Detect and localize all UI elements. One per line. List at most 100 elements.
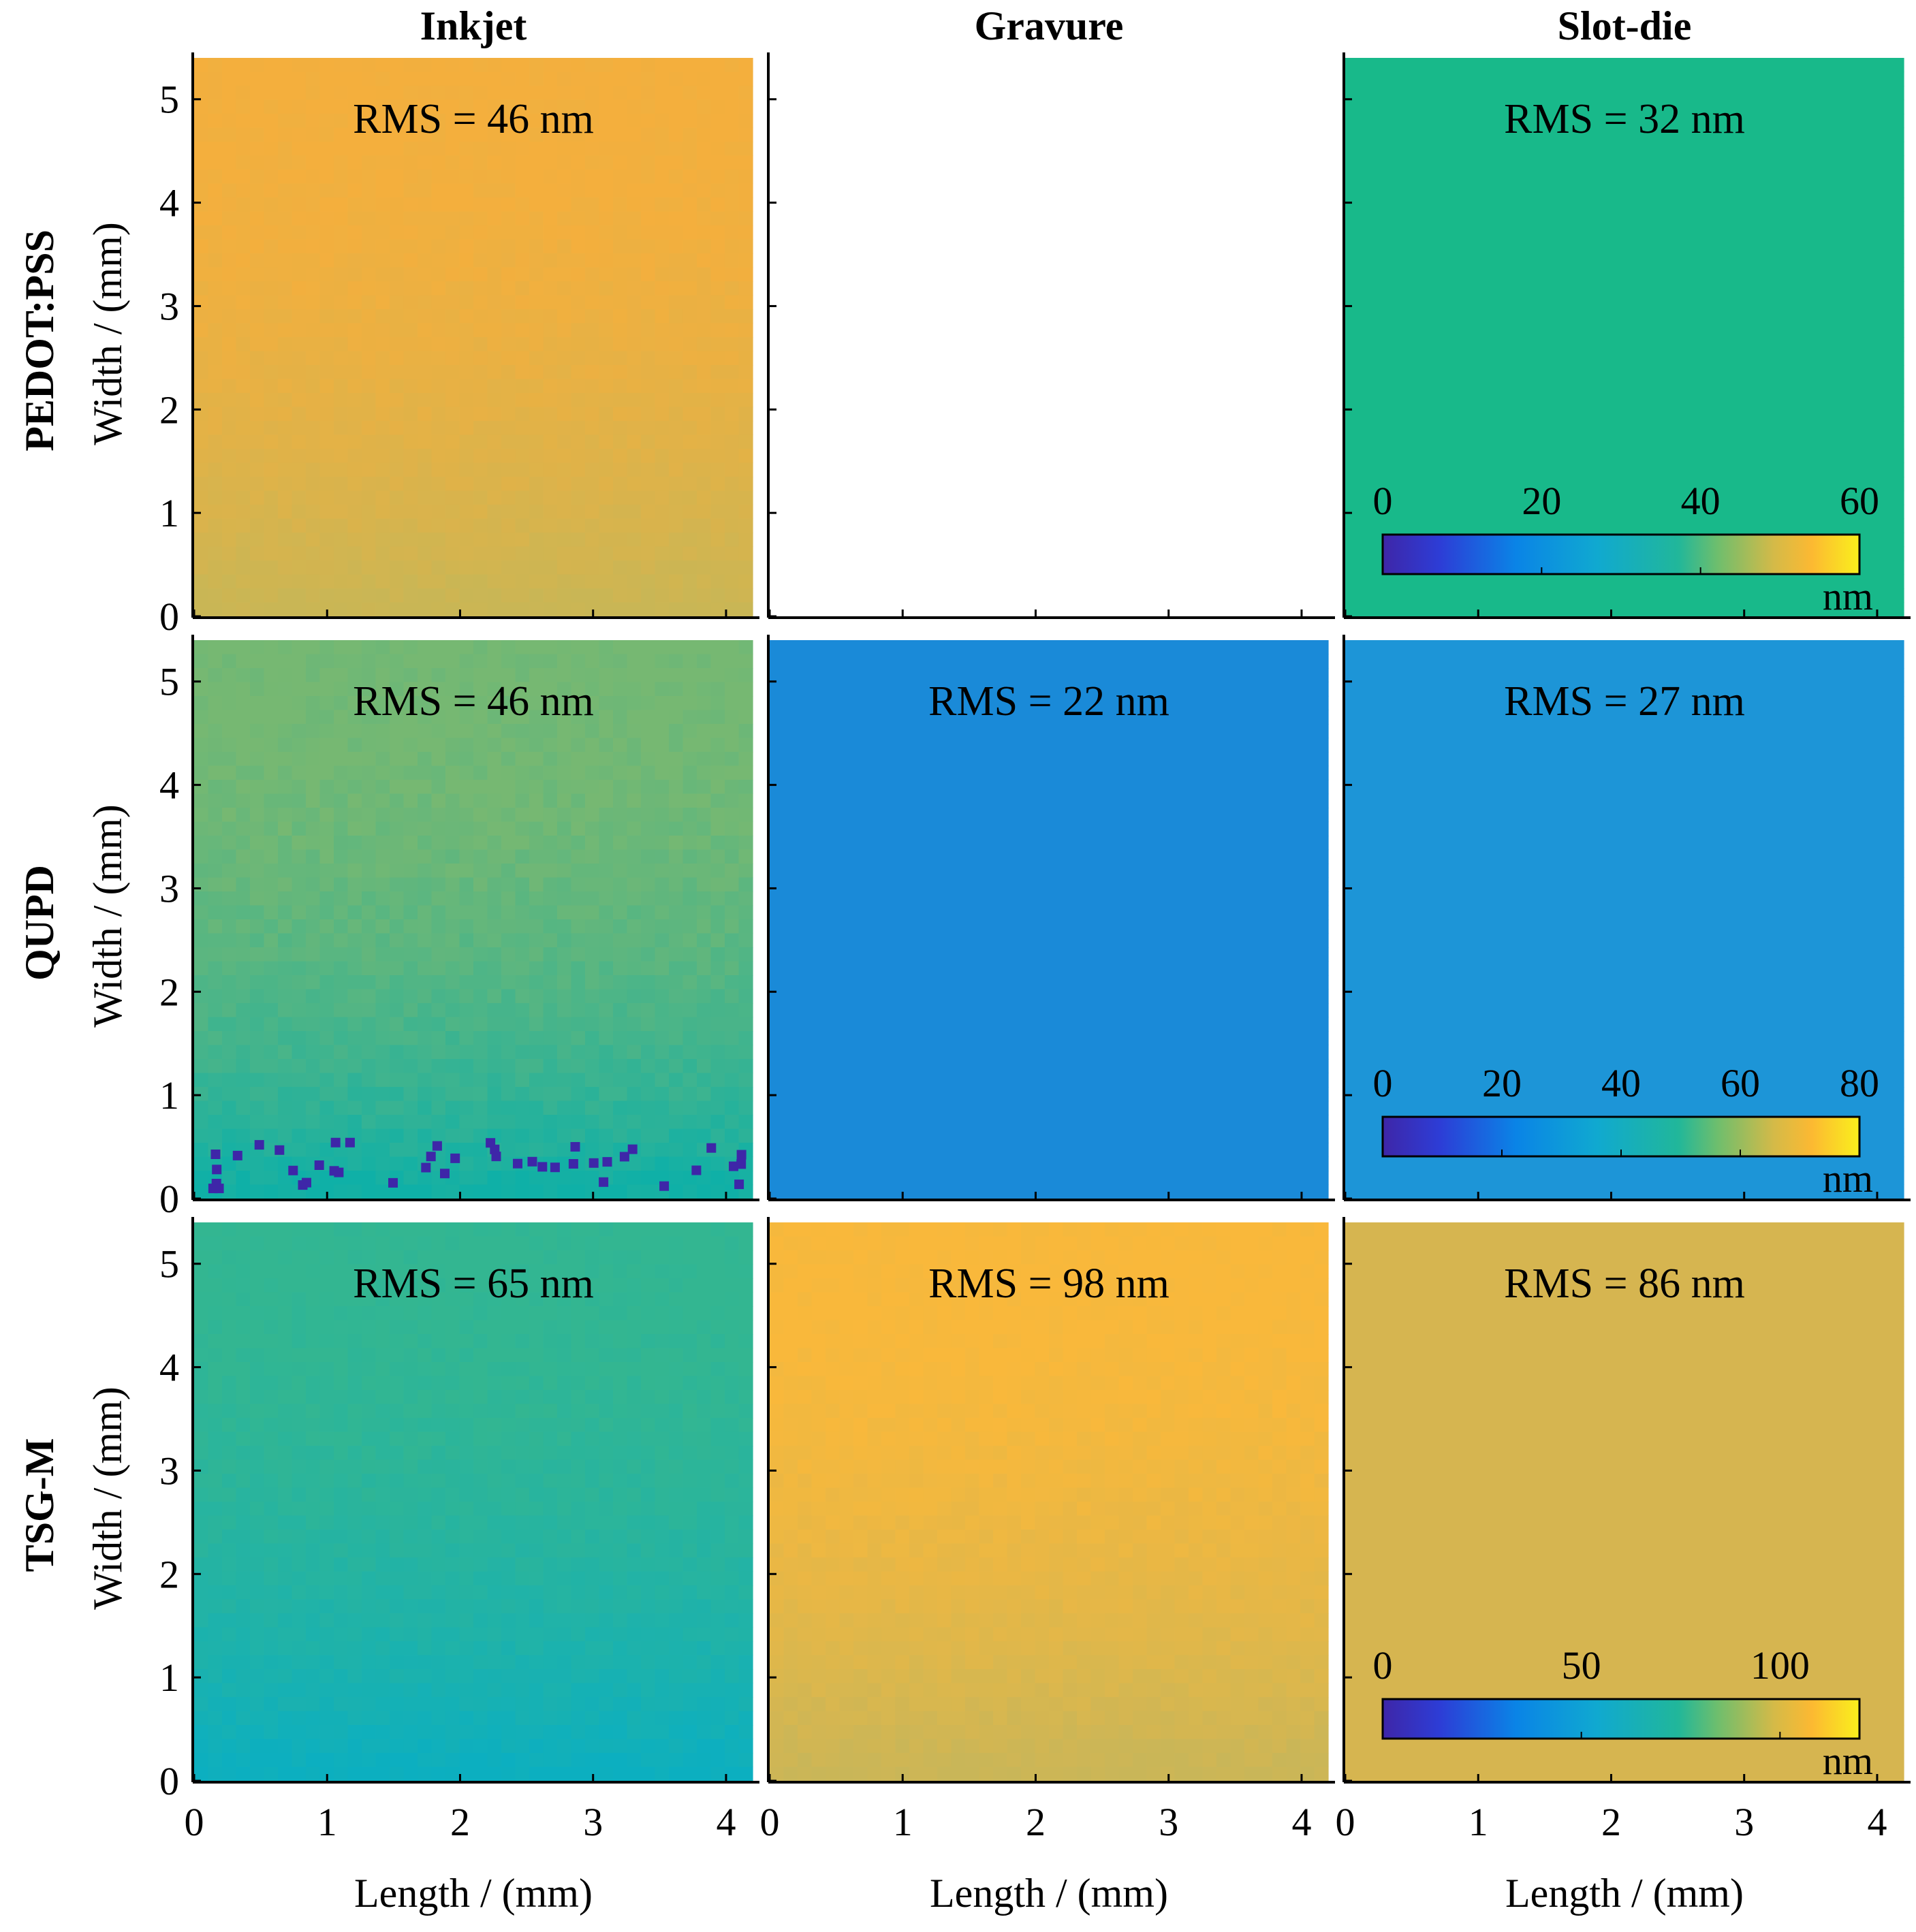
heatmap-cell [264,99,279,114]
heatmap-cell [1415,239,1430,254]
heatmap-cell [1708,142,1723,157]
heatmap-cell [655,588,670,603]
heatmap-cell [1764,505,1779,520]
heatmap-cell [867,640,882,655]
heatmap-cell [418,197,433,212]
heatmap-cell [599,365,614,380]
heatmap-cell [725,752,740,767]
heatmap-cell [278,724,293,739]
heatmap-cell [627,323,642,338]
heatmap-cell [710,518,725,533]
heatmap-cell [655,1017,670,1032]
heatmap-cell [390,1059,405,1074]
heatmap-cell [1876,351,1891,366]
heatmap-cell [1638,379,1653,394]
heatmap-cell [641,738,656,753]
heatmap-cell [431,546,446,561]
heatmap-cell [1387,225,1402,240]
heatmap-cell [194,710,209,725]
heatmap-cell [557,1031,572,1046]
heatmap-cell [1554,170,1569,185]
heatmap-cell [1750,281,1765,296]
heatmap-cell [347,602,362,617]
heatmap-cell [627,142,642,157]
heatmap-cell [710,267,725,282]
heatmap-cell [669,765,684,780]
heatmap-cell [1666,114,1681,129]
heatmap-cell [1666,225,1681,240]
heatmap-cell [1541,505,1556,520]
heatmap-cell [641,421,656,436]
heatmap-cell [1569,295,1584,310]
heatmap-cell [599,295,614,310]
heatmap-cell [194,765,209,780]
heatmap-cell [473,821,488,836]
heatmap-cell [487,449,502,464]
heatmap-cell [445,407,460,422]
heatmap-cell [390,114,405,129]
heatmap-cell [725,574,740,589]
heatmap-cell [1401,295,1416,310]
heatmap-cell [543,975,558,990]
heatmap-cell [1443,142,1458,157]
heatmap-cell [375,365,390,380]
heatmap-cell [431,1087,446,1102]
heatmap-cell [403,323,418,338]
heatmap-cell [710,323,725,338]
heatmap-cell [1457,225,1472,240]
heatmap-cell [1597,602,1612,617]
heatmap-cell [347,225,362,240]
heatmap-cell [1820,379,1835,394]
heatmap-cell [697,821,712,836]
heatmap-cell [459,505,474,520]
heatmap-cell [682,449,697,464]
heatmap-cell [431,905,446,920]
heatmap-cell [1569,114,1584,129]
heatmap-cell [1373,183,1388,198]
heatmap-cell [390,849,405,864]
heatmap-cell [431,919,446,934]
heatmap-cell [375,393,390,408]
heatmap-cell [487,947,502,962]
heatmap-cell [501,877,516,892]
heatmap-cell [599,574,614,589]
heatmap-cell [529,155,544,170]
heatmap-cell [529,1059,544,1074]
heatmap-cell [264,1003,279,1018]
heatmap-cell [725,421,740,436]
heatmap-cell [1498,211,1513,226]
column-title-slot-die: Slot-die [1558,3,1692,48]
heatmap-cell [362,1059,377,1074]
low-value-speck [513,1158,522,1169]
heatmap-cell [725,1003,740,1018]
heatmap-cell [682,919,697,934]
heatmap-cell [487,793,502,808]
heatmap-cell [418,588,433,603]
heatmap-cell [529,919,544,934]
y-axis-label-row1: Width / (mm) [85,222,130,445]
heatmap-cell [403,1115,418,1130]
heatmap-cell [222,197,237,212]
heatmap-cell [1750,267,1765,282]
heatmap-cell [264,142,279,157]
heatmap-cell [1345,337,1360,352]
heatmap-cell [543,1045,558,1060]
heatmap-cell [1889,546,1904,561]
heatmap-cell [250,1171,265,1186]
heatmap-cell [1457,379,1472,394]
heatmap-cell [1862,86,1876,101]
heatmap-cell [515,1184,530,1199]
heatmap-cell [529,309,544,324]
heatmap-cell [403,127,418,142]
heatmap-cell [418,114,433,129]
heatmap-cell [1680,365,1695,380]
heatmap-cell [208,560,223,575]
heatmap-cell [1513,281,1528,296]
heatmap-cell [599,490,614,505]
heatmap-cell [543,1031,558,1046]
heatmap-cell [571,1073,586,1088]
heatmap-cell [473,574,488,589]
heatmap-cell [1401,72,1416,86]
heatmap-cell [236,379,251,394]
heatmap-cell [250,295,265,310]
